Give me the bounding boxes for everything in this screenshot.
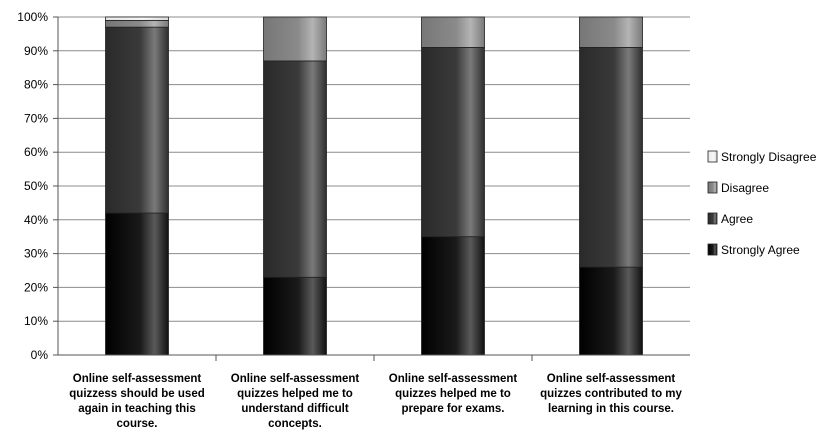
legend-label: Disagree [721, 181, 769, 195]
bar-segment-agree [421, 47, 485, 238]
bar-segment-agree [263, 60, 327, 278]
y-tick-label: 30% [24, 247, 48, 261]
bar-segment-agree [105, 26, 169, 214]
legend-label: Strongly Agree [721, 243, 800, 257]
y-tick-label: 80% [24, 78, 48, 92]
y-tick-label: 90% [24, 44, 48, 58]
x-category-label: Online self-assessment quizzes contribute… [540, 373, 682, 415]
legend-swatch [707, 212, 718, 225]
legend-swatch [707, 150, 718, 163]
bar-segment-disagree [263, 16, 327, 62]
bar-segment-agree [579, 47, 643, 268]
y-tick-label: 60% [24, 145, 48, 159]
legend-swatch [707, 243, 718, 256]
bars [105, 16, 643, 356]
bar-segment-disagree [105, 19, 169, 28]
x-category-label: Online self-assessment quizzes helped me … [389, 373, 518, 415]
bar-segment-strongly-agree [263, 276, 327, 356]
axes [53, 16, 690, 361]
bar-segment-strongly-agree [579, 266, 643, 356]
y-tick-label: 40% [24, 213, 48, 227]
legend-swatch [707, 181, 718, 194]
y-tick-label: 100% [17, 10, 48, 24]
y-tick-label: 50% [24, 179, 48, 193]
bar-segment-disagree [579, 16, 643, 48]
axis-labels: 0% 10% 20% 30% 40% 50% 60% 70% 80% 90% 100% Online … [17, 10, 682, 430]
bar-segment-strongly-disagree [105, 16, 169, 21]
legend: Strongly Disagree Disagree Agree Strongly A… [707, 150, 817, 257]
y-tick-label: 20% [24, 280, 48, 294]
bar-segment-strongly-agree [105, 212, 169, 356]
legend-label: Agree [721, 212, 753, 226]
bar-segment-disagree [421, 16, 485, 48]
x-category-label: Online self-assessment quizzess should be… [69, 373, 204, 430]
y-tick-label: 70% [24, 111, 48, 125]
legend-label: Strongly Disagree [721, 150, 817, 164]
y-tick-label: 10% [24, 314, 48, 328]
bar-segment-strongly-agree [421, 236, 485, 356]
y-tick-label: 0% [31, 348, 49, 362]
x-category-label: Online self-assessment quizzes helped me … [231, 373, 360, 430]
